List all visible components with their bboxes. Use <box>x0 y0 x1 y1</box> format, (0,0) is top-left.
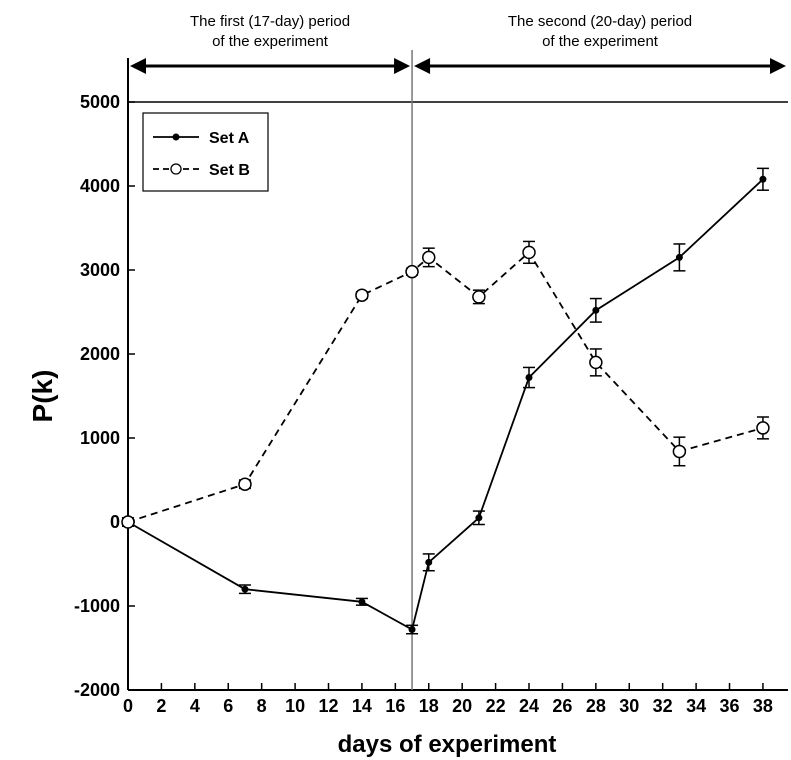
legend-marker <box>172 133 180 141</box>
y-tick-label: 0 <box>110 512 120 532</box>
data-point <box>675 253 683 261</box>
y-tick-label: 2000 <box>80 344 120 364</box>
legend-box <box>142 112 269 192</box>
data-point <box>759 175 767 183</box>
plot-frame <box>127 50 788 691</box>
period-annotations: The first (17-day) period of the experime… <box>130 13 786 74</box>
x-tick-label: 28 <box>586 696 606 716</box>
y-tick-label: 5000 <box>80 92 120 112</box>
y-tick-label: 3000 <box>80 260 120 280</box>
data-point <box>672 444 687 459</box>
period-arrow-head-right <box>770 58 786 74</box>
data-point <box>425 558 433 566</box>
period-arrow-head-left <box>130 58 146 74</box>
y-tick-label: 1000 <box>80 428 120 448</box>
legend-marker <box>170 163 182 175</box>
y-tick-label: 4000 <box>80 176 120 196</box>
data-point <box>408 626 416 634</box>
data-point <box>472 290 486 304</box>
x-tick-label: 12 <box>318 696 338 716</box>
x-axis-title: days of experiment <box>338 731 557 758</box>
period-arrow-head-right <box>394 58 411 74</box>
data-point <box>358 598 366 606</box>
series-line <box>127 178 764 631</box>
x-tick-label: 36 <box>720 696 740 716</box>
period-label-line1: The first (17-day) period <box>190 13 350 30</box>
x-tick-label: 2 <box>156 696 166 716</box>
x-tick-label: 30 <box>619 696 639 716</box>
data-point <box>422 250 436 265</box>
y-axis-title: P(k) <box>27 370 58 423</box>
data-point <box>589 355 603 370</box>
x-tick-label: 16 <box>385 696 405 716</box>
period-label-line2: of the experiment <box>542 33 659 50</box>
y-tick-label: -2000 <box>74 680 120 700</box>
x-tick-label: 0 <box>123 696 133 716</box>
legend-label: Set A <box>209 130 250 147</box>
x-tick-label: 14 <box>352 696 372 716</box>
data-point <box>355 288 369 302</box>
period-label-line1: The second (20-day) period <box>508 13 692 30</box>
data-point <box>522 245 536 260</box>
x-tick-label: 18 <box>419 696 439 716</box>
x-tick-label: 34 <box>686 696 706 716</box>
x-tick-label: 8 <box>257 696 267 716</box>
data-point <box>238 477 252 491</box>
data-point <box>241 585 249 593</box>
data-point <box>756 421 770 435</box>
data-point <box>121 515 135 529</box>
data-point <box>475 514 483 522</box>
y-tick-label: -1000 <box>74 596 120 616</box>
data-point <box>525 374 533 382</box>
x-tick-label: 24 <box>519 696 539 716</box>
data-point <box>592 306 600 314</box>
period-arrow-head-left <box>414 58 431 74</box>
x-tick-label: 32 <box>653 696 673 716</box>
data-series <box>121 167 770 635</box>
data-point <box>405 264 419 279</box>
legend-label: Set B <box>209 162 250 179</box>
x-tick-label: 4 <box>190 696 200 716</box>
x-tick-label: 26 <box>552 696 572 716</box>
series-line <box>127 250 764 523</box>
x-tick-label: 10 <box>285 696 305 716</box>
x-tick-label: 22 <box>486 696 506 716</box>
period-label-line2: of the experiment <box>212 33 329 50</box>
legend: Set A Set B <box>142 112 269 192</box>
x-tick-label: 38 <box>753 696 773 716</box>
x-tick-label: 20 <box>452 696 472 716</box>
x-tick-label: 6 <box>223 696 233 716</box>
